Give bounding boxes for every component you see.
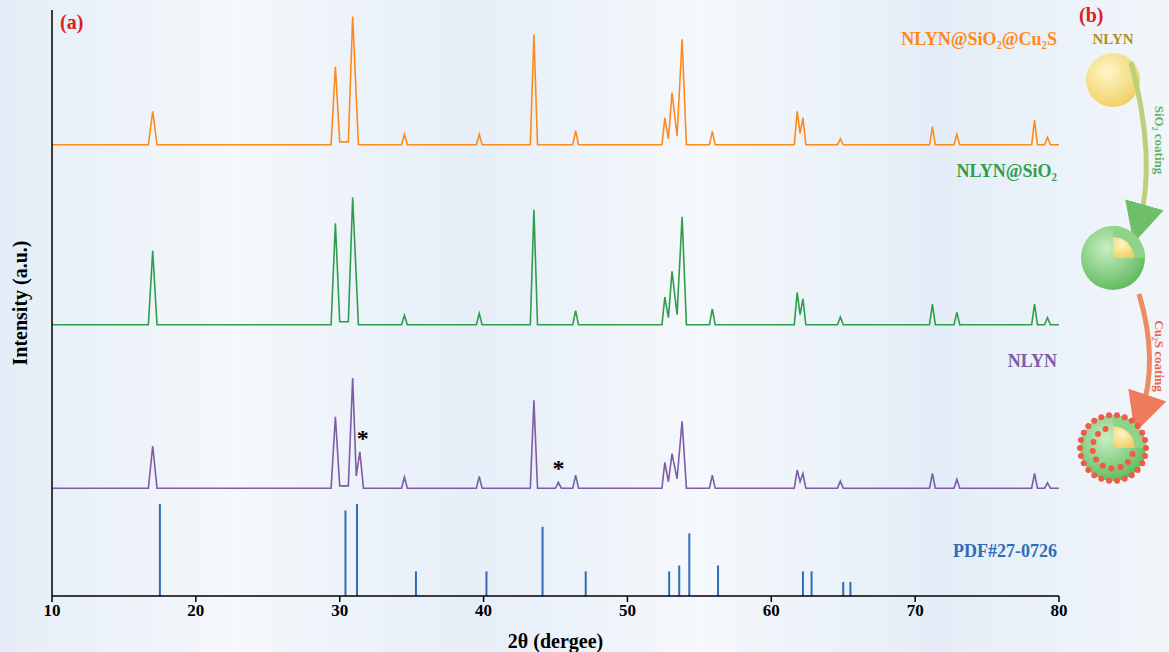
svg-text:2θ (dergee): 2θ (dergee) — [508, 630, 603, 652]
svg-text:*: * — [552, 455, 564, 481]
html-text:(a): (a) — [60, 11, 84, 33]
svg-text:60: 60 — [763, 601, 780, 620]
svg-text:NLYN: NLYN — [1092, 31, 1133, 47]
svg-text:*: * — [357, 425, 369, 451]
svg-text:70: 70 — [907, 601, 924, 620]
html-text:NLYN: NLYN — [1007, 351, 1057, 371]
svg-text:80: 80 — [1051, 601, 1068, 620]
svg-text:SiO₂ coating: SiO₂ coating — [1152, 106, 1167, 175]
svg-text:Cu₂S coating: Cu₂S coating — [1152, 320, 1167, 392]
svg-text:50: 50 — [619, 601, 636, 620]
svg-text:10: 10 — [44, 601, 61, 620]
html-text:PDF#27-0726: PDF#27-0726 — [953, 541, 1057, 561]
svg-text:20: 20 — [187, 601, 204, 620]
svg-text:(b): (b) — [1079, 4, 1103, 27]
svg-text:30: 30 — [331, 601, 348, 620]
html-text:NLYN@SiO₂: NLYN@SiO₂ — [956, 161, 1057, 181]
html-text:NLYN@SiO₂@Cu₂S: NLYN@SiO₂@Cu₂S — [901, 29, 1057, 49]
svg-text:40: 40 — [475, 601, 492, 620]
svg-text:Intensity (a.u.): Intensity (a.u.) — [9, 240, 32, 365]
